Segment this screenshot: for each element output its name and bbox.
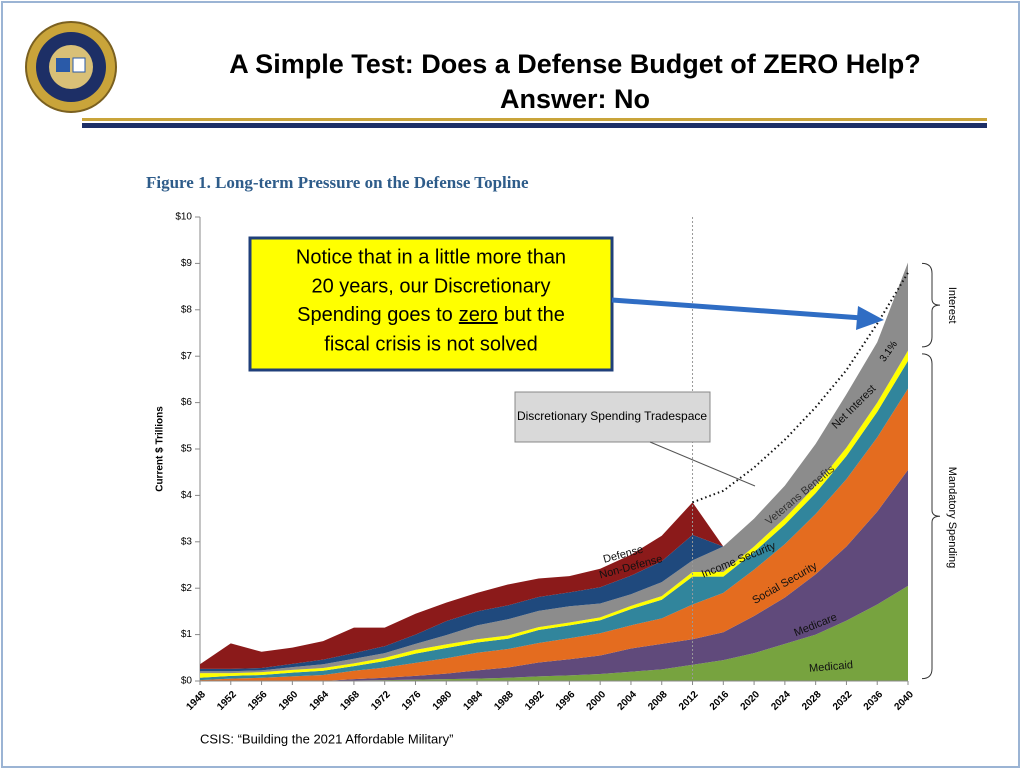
header-rule-gold (82, 118, 987, 121)
mandatory-bracket (921, 353, 941, 680)
interest-label: Interest (946, 287, 958, 324)
y-tick-label: $1 (181, 629, 193, 640)
area (200, 585, 908, 681)
tradespace-box (514, 391, 711, 443)
y-tick-label: $8 (181, 304, 193, 315)
callout-line: Spending goes to zero but the (297, 304, 565, 326)
callout-line: Notice that in a little more than (296, 246, 566, 268)
y-tick-label: $9 (181, 258, 193, 269)
y-tick-label: $4 (181, 490, 193, 501)
callout-underlined: zero (459, 304, 498, 326)
y-tick-label: $0 (181, 676, 193, 687)
callout-text: Spending goes to (297, 304, 453, 326)
source: CSIS: “Building the 2021 Affordable Mili… (200, 731, 453, 746)
y-tick-label: $7 (181, 351, 193, 362)
area (200, 262, 908, 669)
callout-arrow (611, 297, 863, 321)
slide-title: A Simple Test: Does a Defense Budget of … (229, 49, 921, 79)
header-rule-navy (82, 123, 987, 128)
callout-text: but the (504, 304, 565, 326)
y-tick-label: $5 (181, 444, 193, 455)
tradespace-arrow (649, 441, 756, 487)
y-tick-label: $10 (175, 212, 192, 223)
area (200, 388, 908, 681)
logo (25, 21, 117, 113)
callout-box (248, 236, 614, 372)
y-tick-label: $2 (181, 583, 193, 594)
mandatory-label: Mandatory Spending (946, 467, 958, 569)
interest-bracket (921, 262, 941, 348)
reference-line (692, 272, 909, 504)
y-tick-label: $6 (181, 397, 193, 408)
y-tick-label: $3 (181, 536, 193, 547)
slide-subtitle: Answer: No (500, 84, 650, 114)
tradespace-label: Discretionary Spending Tradespace (517, 409, 707, 423)
band-label: Medicaid (809, 659, 854, 675)
callout-line: fiscal crisis is not solved (324, 333, 537, 355)
callout-arrowhead (856, 306, 884, 330)
figure-title: Figure 1. Long-term Pressure on the Defe… (146, 173, 529, 192)
callout-line: 20 years, our Discretionary (312, 275, 551, 297)
y-axis-label: Current $ Trillions (155, 406, 166, 492)
